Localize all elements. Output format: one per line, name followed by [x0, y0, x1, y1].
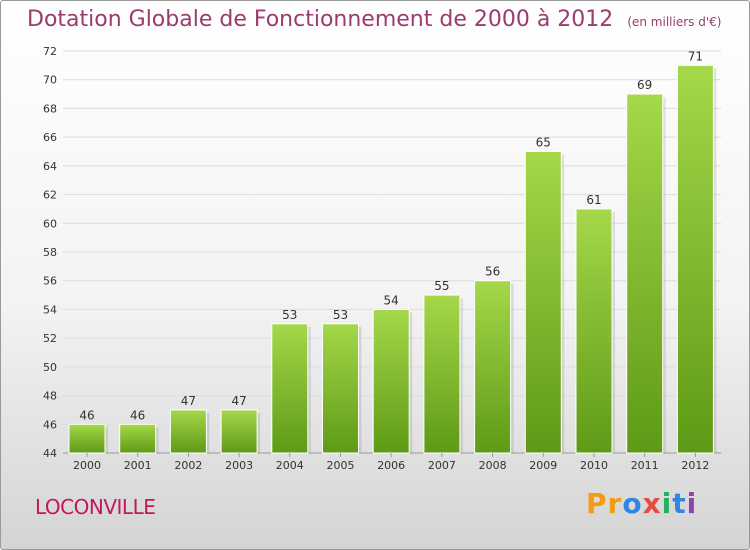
bar-value-label: 55	[434, 279, 449, 293]
bar-value-label: 46	[79, 408, 94, 422]
bar-value-label: 69	[637, 78, 652, 92]
y-tick-label: 44	[43, 447, 57, 460]
brand-letter: P	[586, 487, 608, 520]
x-axis-ticks: 2000 2001 2002 2003 2004 2005 2006 2007 2008 2009…	[73, 453, 709, 472]
brand-letter: o	[622, 487, 643, 520]
bar-2000	[68, 423, 106, 454]
y-axis-ticks: 44 46 48 50 52 54 56 58 60 62 64 66 68 70 72	[43, 45, 57, 460]
brand-letter: t	[672, 487, 687, 520]
x-tick-label: 2005	[327, 459, 355, 472]
brand-letter: x	[642, 487, 662, 520]
y-tick-label: 64	[43, 160, 57, 173]
x-tick-label: 2012	[681, 459, 709, 472]
y-tick-label: 54	[43, 303, 57, 316]
bar-value-label: 61	[586, 193, 601, 207]
x-tick-label: 2003	[225, 459, 253, 472]
x-tick-label: 2007	[428, 459, 456, 472]
y-tick-label: 66	[43, 131, 57, 144]
x-tick-label: 2008	[479, 459, 507, 472]
y-tick-label: 62	[43, 189, 57, 202]
y-tick-label: 72	[43, 45, 57, 58]
bar-2010	[575, 208, 613, 454]
x-tick-label: 2004	[276, 459, 304, 472]
y-tick-label: 60	[43, 217, 57, 230]
commune-name: LOCONVILLE	[35, 495, 156, 519]
bar-value-label: 56	[485, 265, 500, 279]
x-tick-label: 2010	[580, 459, 608, 472]
y-tick-label: 70	[43, 74, 57, 87]
x-tick-label: 2002	[174, 459, 202, 472]
brand-letter: r	[607, 487, 623, 520]
bar-value-label: 46	[130, 408, 145, 422]
bar-2002	[169, 409, 207, 454]
x-tick-label: 2009	[529, 459, 557, 472]
y-tick-label: 56	[43, 275, 57, 288]
bar-2012	[676, 64, 714, 454]
y-tick-label: 50	[43, 361, 57, 374]
chart-title-row: Dotation Globale de Fonctionnement de 20…	[27, 7, 721, 32]
bar-2001	[119, 423, 157, 454]
bar-2008	[474, 280, 512, 454]
bar-value-label: 47	[231, 394, 246, 408]
bar-2011	[626, 93, 664, 454]
chart-unit-label: (en milliers d'€)	[627, 15, 722, 29]
bar-value-label: 53	[282, 308, 297, 322]
x-tick-label: 2006	[377, 459, 405, 472]
y-tick-label: 58	[43, 246, 57, 259]
bar-2005	[322, 323, 359, 454]
chart-title: Dotation Globale de Fonctionnement de 20…	[27, 7, 614, 32]
y-tick-label: 48	[43, 390, 57, 403]
bar-2006	[372, 308, 410, 454]
bar-value-label: 65	[536, 136, 551, 150]
y-tick-label: 46	[43, 418, 57, 431]
x-tick-label: 2000	[73, 459, 101, 472]
bar-value-label: 54	[384, 293, 399, 307]
y-tick-label: 68	[43, 102, 57, 115]
y-tick-label: 52	[43, 332, 57, 345]
x-tick-label: 2011	[631, 459, 659, 472]
bar-2007	[423, 294, 461, 454]
bar-value-label: 47	[181, 394, 196, 408]
bar-2004	[271, 323, 309, 454]
brand-letter: i	[686, 487, 698, 520]
brand-letter: i	[661, 487, 673, 520]
bar-value-label: 71	[688, 49, 703, 63]
bars: 46 46 47 47 53 53 54 55 56 65 61 69 71	[68, 49, 717, 454]
bar-2009	[524, 151, 562, 454]
x-tick-label: 2001	[124, 459, 152, 472]
bar-2003	[220, 409, 258, 454]
brand-logo: Proxiti	[586, 487, 697, 520]
bar-value-label: 53	[333, 308, 348, 322]
